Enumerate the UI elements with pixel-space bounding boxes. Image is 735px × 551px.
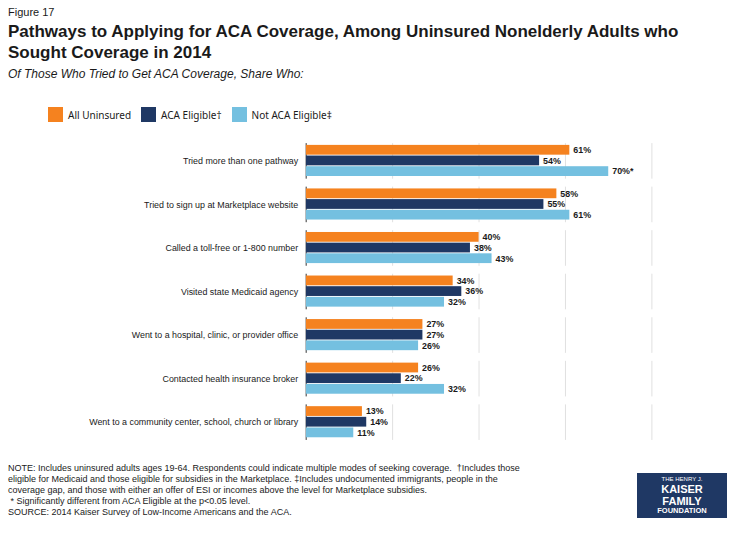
svg-text:36%: 36% [465, 286, 483, 296]
svg-text:14%: 14% [370, 417, 388, 427]
html-text:eligible for Medicaid and thos: eligible for Medicaid and those eligible… [8, 474, 498, 484]
svg-text:61%: 61% [573, 210, 591, 220]
svg-text:58%: 58% [560, 189, 578, 199]
svg-text:38%: 38% [474, 243, 492, 253]
svg-text:32%: 32% [448, 297, 466, 307]
svg-text:Tried to sign up at Marketplac: Tried to sign up at Marketplace website [144, 200, 298, 210]
svg-text:22%: 22% [405, 373, 423, 383]
html-text:coverage gap, and those with e: coverage gap, and those with either an o… [8, 485, 428, 495]
svg-text:26%: 26% [422, 363, 440, 373]
html-text:FOUNDATION: FOUNDATION [657, 505, 707, 515]
html-text:* Significantly different from: * Significantly different from ACA Eligi… [8, 496, 251, 506]
html-text:Figure 17: Figure 17 [8, 6, 55, 18]
html-text:Of Those Who Tried to Get ACA: Of Those Who Tried to Get ACA Coverage, … [8, 67, 304, 81]
html-text:FAMILY: FAMILY [662, 494, 702, 507]
svg-text:13%: 13% [366, 406, 384, 416]
svg-text:Visited state Medicaid agency: Visited state Medicaid agency [181, 287, 299, 297]
svg-text:55%: 55% [547, 199, 565, 209]
svg-text:27%: 27% [426, 319, 444, 329]
svg-text:Went to a hospital, clinic, or: Went to a hospital, clinic, or provider … [132, 330, 298, 340]
html-text:KAISER: KAISER [661, 482, 703, 495]
html-text:Pathways to Applying for ACA C: Pathways to Applying for ACA Coverage, A… [8, 22, 679, 62]
html-text:THE HENRY J.: THE HENRY J. [661, 476, 703, 482]
svg-text:27%: 27% [426, 330, 444, 340]
html-text:ACA Eligible†: ACA Eligible† [161, 107, 222, 122]
html-text:NOTE: Includes uninsured adult: NOTE: Includes uninsured adults ages 19-… [8, 463, 520, 473]
svg-text:Contacted health insurance bro: Contacted health insurance broker [162, 374, 298, 384]
svg-text:43%: 43% [496, 253, 514, 263]
svg-text:11%: 11% [357, 428, 374, 438]
svg-text:Tried more than one pathway: Tried more than one pathway [183, 156, 299, 166]
html-text:Not ACA Eligible‡: Not ACA Eligible‡ [251, 107, 332, 122]
svg-text:Called a toll-free or 1-800 nu: Called a toll-free or 1-800 number [165, 243, 298, 253]
svg-text:70%*: 70%* [612, 166, 634, 176]
html-text:All Uninsured: All Uninsured [68, 107, 132, 122]
svg-text:26%: 26% [422, 341, 440, 351]
svg-text:32%: 32% [448, 384, 466, 394]
svg-text:61%: 61% [573, 145, 591, 155]
svg-text:54%: 54% [543, 156, 561, 166]
svg-text:34%: 34% [457, 276, 475, 286]
html-text:SOURCE: 2014 Kaiser Survey of: SOURCE: 2014 Kaiser Survey of Low-Income… [8, 507, 292, 517]
svg-text:40%: 40% [483, 232, 501, 242]
svg-text:Went to a community center, sc: Went to a community center, school, chur… [89, 417, 299, 427]
